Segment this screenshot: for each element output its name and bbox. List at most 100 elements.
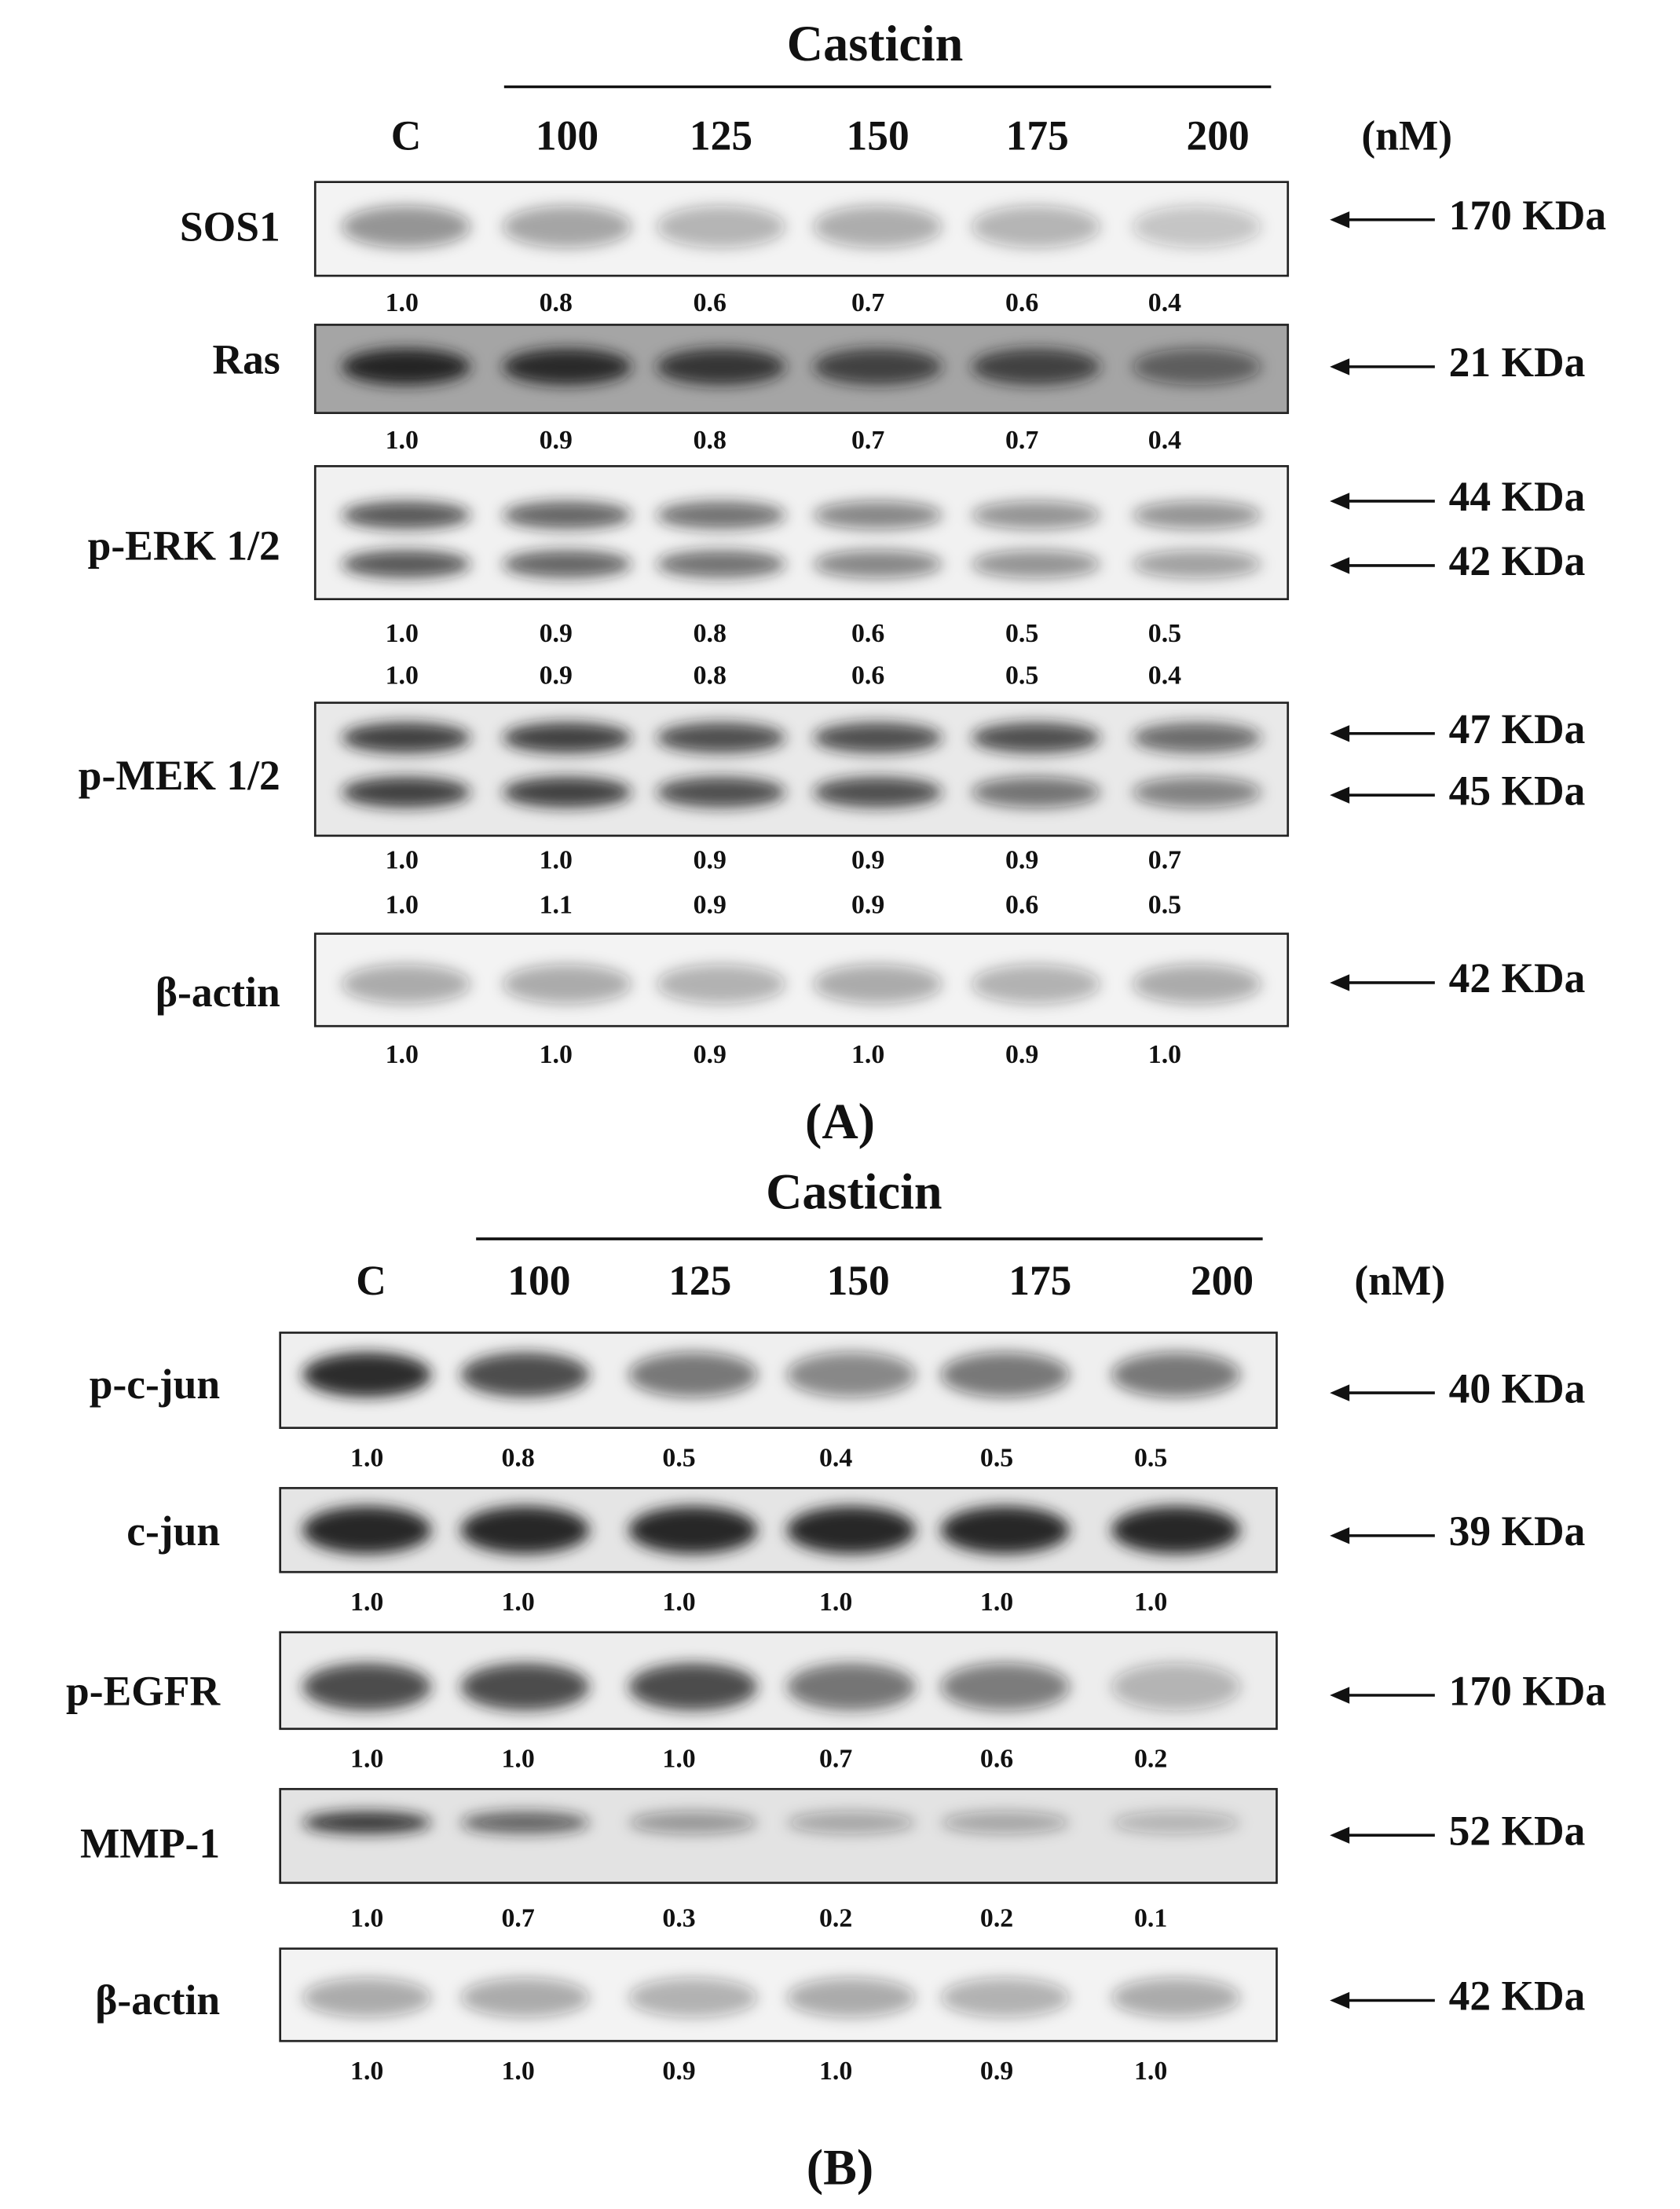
panel-label: (B) (807, 2139, 874, 2195)
band (503, 964, 631, 1004)
quant-value: 0.5 (1005, 661, 1038, 690)
quant-value: 0.6 (694, 288, 727, 317)
blot-label: β-actin (95, 1976, 220, 2024)
band (342, 348, 471, 386)
band (342, 777, 471, 808)
band (628, 1663, 758, 1711)
band-group (342, 722, 1261, 808)
band (628, 1811, 758, 1834)
band (657, 964, 786, 1004)
arrow-head (1330, 1687, 1350, 1704)
quant-value: 0.2 (980, 1904, 1013, 1933)
band (342, 500, 471, 529)
quant-value: 0.4 (1148, 661, 1181, 690)
band (342, 722, 471, 753)
band (342, 205, 471, 248)
marker-size: 170 KDa (1449, 1667, 1606, 1714)
band (657, 348, 786, 386)
blot-label: Ras (213, 336, 280, 383)
band (1132, 205, 1261, 248)
band (786, 1977, 916, 2017)
quant-value: 0.5 (1148, 619, 1181, 648)
quant-value: 1.0 (350, 1904, 383, 1933)
blot-label: MMP-1 (80, 1820, 220, 1867)
band-group (302, 1977, 1241, 2017)
quant-value: 0.1 (1134, 1904, 1167, 1933)
band (813, 722, 942, 753)
band-group (302, 1811, 1241, 1834)
marker-size: 42 KDa (1449, 1973, 1586, 2020)
arrow-head (1330, 1991, 1350, 2009)
quant-value: 0.9 (694, 891, 727, 920)
blot-frame (313, 465, 1290, 601)
quant-value: 0.6 (980, 1745, 1013, 1774)
quant-value: 0.9 (694, 845, 727, 874)
panel-label: (A) (805, 1094, 875, 1149)
band (972, 550, 1100, 578)
band (503, 205, 631, 248)
lane-label: 150 (827, 1257, 890, 1304)
blot-frame (279, 1332, 1278, 1429)
quant-value: 0.7 (501, 1904, 534, 1933)
marker-size: 42 KDa (1449, 954, 1586, 1002)
marker-size: 52 KDa (1449, 1807, 1586, 1854)
quant-value: 1.0 (386, 1040, 419, 1069)
blot-frame (279, 1788, 1278, 1885)
arrow-head (1330, 1826, 1350, 1844)
band (460, 1506, 590, 1555)
blot-frame (313, 324, 1290, 415)
blot-label: SOS1 (180, 203, 280, 250)
band (503, 500, 631, 529)
lane-label: 100 (507, 1257, 570, 1304)
quant-value: 0.9 (851, 891, 884, 920)
blot-frame (279, 1486, 1278, 1573)
band (813, 777, 942, 808)
band (786, 1663, 916, 1711)
arrow-head (1330, 1384, 1350, 1401)
band (1132, 964, 1261, 1004)
quant-value: 0.5 (980, 1443, 1013, 1472)
band (813, 205, 942, 248)
marker-size: 44 KDa (1449, 473, 1586, 520)
arrow-head (1330, 974, 1350, 991)
quant-value: 1.0 (501, 1745, 534, 1774)
band (1132, 550, 1261, 578)
blot-frame (279, 1947, 1278, 2042)
quant-value: 1.0 (662, 1588, 695, 1617)
blot-frame (279, 1631, 1278, 1731)
lane-label: C (356, 1257, 386, 1304)
band-group (342, 964, 1261, 1004)
quant-value: 0.8 (540, 288, 573, 317)
marker-size: 45 KDa (1449, 767, 1586, 814)
band-group (342, 348, 1261, 386)
quant-value: 1.0 (980, 1588, 1013, 1617)
band-group (302, 1352, 1241, 1398)
band-group (302, 1663, 1241, 1711)
quant-value: 0.7 (1148, 845, 1181, 874)
quant-value: 0.7 (851, 426, 884, 455)
marker-size: 40 KDa (1449, 1365, 1586, 1412)
band (972, 205, 1100, 248)
arrow-head (1330, 211, 1350, 229)
lane-label: 175 (1006, 112, 1069, 159)
band (342, 964, 471, 1004)
quant-value: 1.0 (1134, 1588, 1167, 1617)
quant-value: 1.0 (540, 845, 573, 874)
quant-value: 0.4 (1148, 426, 1181, 455)
band (628, 1352, 758, 1398)
quant-value: 0.8 (694, 661, 727, 690)
quant-value: 0.9 (540, 661, 573, 690)
band (460, 1663, 590, 1711)
quant-value: 1.0 (350, 1443, 383, 1472)
band (342, 550, 471, 578)
band (940, 1352, 1070, 1398)
band (972, 348, 1100, 386)
quant-value: 0.9 (540, 619, 573, 648)
band (940, 1663, 1070, 1711)
blot-label: p-ERK 1/2 (88, 522, 280, 570)
arrow-head (1330, 493, 1350, 510)
lane-label: 100 (536, 112, 598, 159)
quant-value: 0.9 (694, 1040, 727, 1069)
band (657, 205, 786, 248)
blot-label: p-c-jun (90, 1361, 220, 1408)
